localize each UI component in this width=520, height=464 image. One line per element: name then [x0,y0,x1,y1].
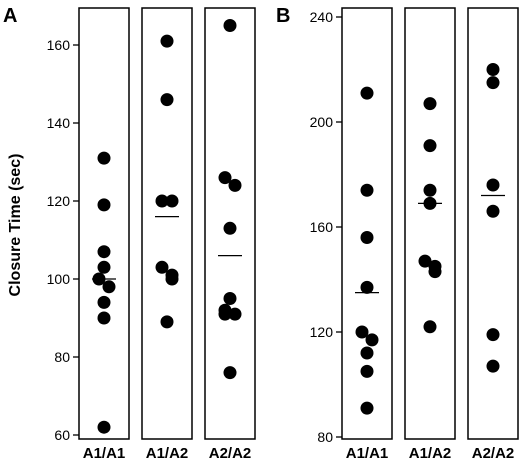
data-point [486,178,500,192]
data-point [360,183,374,197]
data-point [218,171,232,185]
data-point [228,307,242,321]
data-point [155,194,169,208]
y-tick-label: 140 [47,115,71,131]
data-point [97,420,111,434]
data-point [423,97,437,111]
panel-b: B 80 120 160 200 240 A1/A1 A1/A2 A2/A2 [276,5,519,462]
data-point [486,204,500,218]
data-point [428,265,442,279]
y-tick-label: 240 [310,9,334,25]
category-label: A2/A2 [209,445,252,462]
y-axis-label: Closure Time (sec) [7,154,24,297]
data-point [97,295,111,309]
panel-a-letter: A [3,5,17,27]
data-point [165,272,179,286]
y-tick-label: 80 [317,429,333,445]
y-tick-label: 160 [47,37,71,53]
category-label: A2/A2 [472,445,515,462]
y-tick-label: 120 [310,324,334,340]
data-point [160,315,174,329]
data-point [423,320,437,334]
group-box-1 [341,7,393,440]
data-point [486,63,500,76]
data-point [160,93,174,107]
panel-b-letter: B [276,5,290,27]
data-point [97,260,111,274]
data-point [418,254,432,268]
y-tick-label: 200 [310,114,334,130]
category-label: A1/A2 [146,445,189,462]
y-tick-label: 60 [54,427,70,443]
data-point [360,280,374,294]
data-point [360,346,374,360]
data-point [486,359,500,373]
group-box-2 [141,7,193,440]
category-label: A1/A2 [409,445,452,462]
group-box-2 [404,7,456,440]
data-point [165,194,179,208]
data-point [486,76,500,90]
data-point [360,401,374,415]
data-point [102,280,116,294]
data-point [228,178,242,192]
data-point [360,364,374,378]
data-point [160,34,174,48]
data-point [355,325,369,339]
data-point [223,19,237,32]
data-point [97,311,111,325]
y-tick-label: 80 [54,349,70,365]
group-box-1 [78,7,130,440]
category-label: A1/A1 [83,445,126,462]
panel-a: A Closure Time (sec) 60 80 100 120 140 160 A1/… [3,5,256,462]
data-point [360,86,374,100]
data-point [218,307,232,321]
data-point [360,231,374,244]
data-point [97,198,111,212]
group-box-3 [204,7,256,440]
group-box-3 [467,7,519,440]
data-point [223,221,237,235]
data-point [97,245,111,259]
data-point [423,139,437,153]
category-label: A1/A1 [346,445,389,462]
y-tick-label: 120 [47,193,71,209]
panel-a-plot: 60 80 100 120 140 160 A1/A1 A1/A2 A2/A2 [47,7,256,462]
data-point [223,292,237,305]
data-point [365,333,379,347]
y-tick-label: 100 [47,271,71,287]
data-point [486,328,500,342]
data-point [223,366,237,380]
data-point [155,260,169,274]
data-point [97,151,111,165]
y-tick-label: 160 [310,219,334,235]
panel-b-plot: 80 120 160 200 240 A1/A1 A1/A2 A2/A2 [310,7,519,462]
data-point [423,183,437,197]
